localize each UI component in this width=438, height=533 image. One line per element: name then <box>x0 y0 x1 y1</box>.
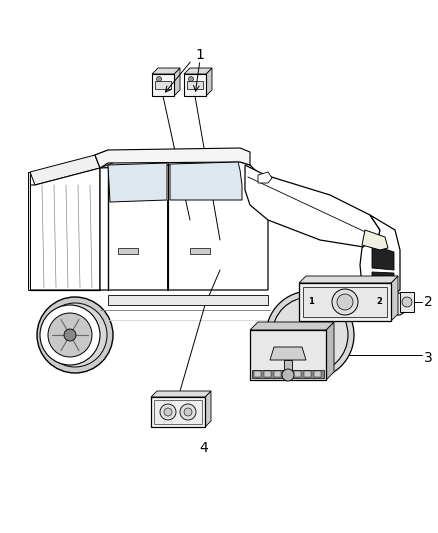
Circle shape <box>48 313 92 357</box>
Circle shape <box>272 297 348 373</box>
Text: 1: 1 <box>195 48 205 62</box>
Circle shape <box>43 303 107 367</box>
Bar <box>252 370 324 378</box>
Bar <box>184 74 206 96</box>
Circle shape <box>266 291 354 379</box>
Polygon shape <box>391 276 398 321</box>
Bar <box>284 371 291 377</box>
Bar <box>304 371 311 377</box>
Bar <box>294 371 301 377</box>
Bar <box>314 371 321 377</box>
Polygon shape <box>152 68 180 74</box>
Polygon shape <box>174 68 180 96</box>
Circle shape <box>180 404 196 420</box>
Circle shape <box>164 408 172 416</box>
Circle shape <box>332 289 358 315</box>
Polygon shape <box>184 68 212 74</box>
Polygon shape <box>95 148 250 168</box>
Text: 2: 2 <box>424 295 432 309</box>
Circle shape <box>64 329 76 341</box>
Bar <box>254 371 261 377</box>
Circle shape <box>282 369 294 381</box>
Circle shape <box>337 294 353 310</box>
Bar <box>250 330 326 380</box>
Polygon shape <box>245 165 380 248</box>
Polygon shape <box>372 245 394 270</box>
Circle shape <box>37 297 113 373</box>
Polygon shape <box>270 347 306 360</box>
Bar <box>264 371 271 377</box>
Polygon shape <box>95 150 113 168</box>
Bar <box>299 283 391 321</box>
Text: 1: 1 <box>308 297 314 306</box>
Polygon shape <box>250 322 334 330</box>
Circle shape <box>402 297 412 307</box>
Text: 3: 3 <box>424 351 432 365</box>
Polygon shape <box>30 168 100 290</box>
Polygon shape <box>258 172 272 183</box>
Polygon shape <box>170 162 242 200</box>
Polygon shape <box>372 272 394 285</box>
Circle shape <box>302 327 318 343</box>
Polygon shape <box>360 215 400 298</box>
Bar <box>118 248 138 254</box>
Polygon shape <box>108 295 268 305</box>
Polygon shape <box>108 163 167 202</box>
Bar <box>152 74 174 96</box>
Circle shape <box>156 77 162 82</box>
Bar <box>187 81 203 89</box>
Bar <box>154 400 202 424</box>
Polygon shape <box>30 155 100 185</box>
Polygon shape <box>206 68 212 96</box>
Bar <box>151 397 205 427</box>
Polygon shape <box>205 391 211 427</box>
Bar <box>284 360 292 372</box>
Polygon shape <box>326 322 334 380</box>
Circle shape <box>184 408 192 416</box>
Polygon shape <box>352 293 405 315</box>
Circle shape <box>188 77 194 82</box>
Bar <box>303 287 387 317</box>
Polygon shape <box>100 162 268 290</box>
Polygon shape <box>151 391 211 397</box>
Bar <box>155 81 171 89</box>
Bar <box>400 292 414 312</box>
Bar <box>274 371 281 377</box>
Circle shape <box>40 305 100 365</box>
Bar <box>190 248 210 254</box>
Text: 2: 2 <box>376 297 382 306</box>
Polygon shape <box>362 230 388 250</box>
Polygon shape <box>299 276 398 283</box>
Polygon shape <box>28 172 30 290</box>
Circle shape <box>360 300 370 310</box>
Text: 4: 4 <box>200 441 208 455</box>
Circle shape <box>160 404 176 420</box>
